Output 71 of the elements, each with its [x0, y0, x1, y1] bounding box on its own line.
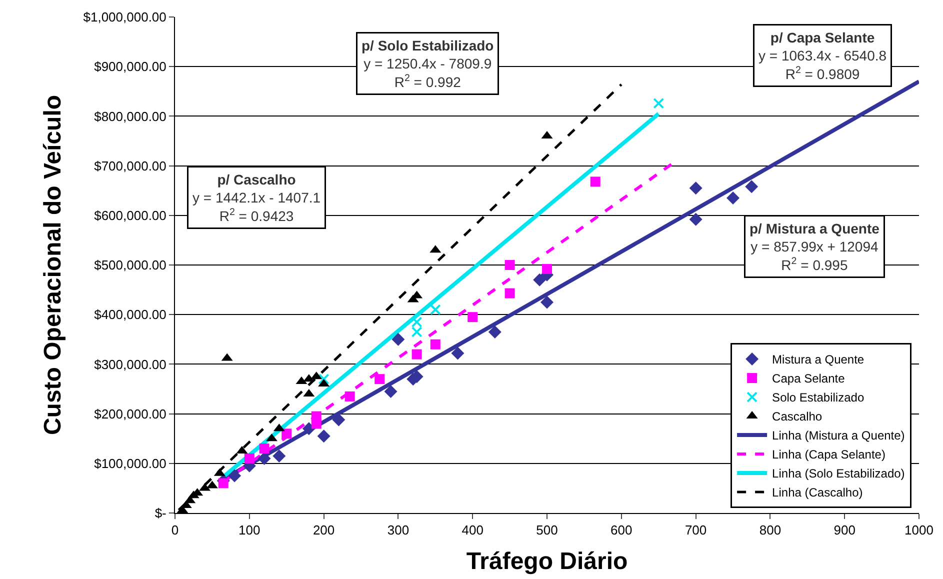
point [392, 332, 405, 346]
point [689, 182, 702, 195]
y-tick-label: $400,000.00 [94, 307, 166, 322]
point [542, 264, 552, 274]
point [411, 326, 422, 338]
point [272, 449, 286, 462]
legend-label: Mistura a Quente [772, 352, 864, 367]
y-axis-title: Custo Operacional do Veículo [39, 94, 66, 436]
legend-label: Linha (Solo Estabilizado) [772, 466, 905, 481]
point [504, 288, 515, 298]
point [745, 180, 758, 194]
x-tick-label: 600 [610, 522, 632, 538]
point [317, 430, 330, 443]
x-tick-label: 200 [312, 522, 335, 538]
point [259, 444, 270, 454]
x-axis-title: Tráfego Diário [466, 548, 628, 575]
x-tick-label: 1000 [904, 522, 934, 538]
annotation: p/ Solo Estabilizado y = 1250.4x - 7809.9 R$^{2}$ = 0.992 [362, 38, 494, 90]
legend-label: Solo Estabilizado [772, 390, 864, 405]
point [430, 304, 441, 316]
point [488, 325, 502, 338]
point [533, 273, 546, 286]
point [540, 296, 554, 309]
point [311, 418, 322, 429]
point [504, 260, 515, 270]
legend-label: Capa Selante [772, 372, 846, 386]
point [302, 422, 316, 436]
y-tick-label: $- [154, 506, 166, 521]
point [228, 469, 242, 482]
y-tick-label: $800,000.00 [94, 108, 166, 124]
point [726, 192, 740, 205]
annotation: p/ Capa Selante y = 1063.4x - 6540.8 R$^{2}$ = 0.9809 [758, 30, 887, 82]
legend-label: Linha (Cascalho) [772, 486, 863, 500]
point [374, 374, 385, 384]
point [384, 384, 398, 398]
y-tick-label: $900,000.00 [94, 59, 166, 74]
point [590, 176, 600, 187]
x-tick-label: 300 [387, 522, 410, 538]
y-tick-label: $700,000.00 [94, 158, 166, 174]
legend-label: Linha (Capa Selante) [772, 448, 886, 462]
point [318, 374, 330, 385]
point [344, 391, 355, 402]
point [258, 452, 271, 465]
point [218, 478, 228, 488]
y-tick-label: $500,000.00 [94, 258, 166, 273]
point [332, 413, 346, 426]
point [244, 453, 254, 464]
x-tick-label: 900 [834, 522, 856, 538]
x-tick-label: 700 [684, 522, 707, 538]
point [412, 349, 422, 360]
y-tick-label: $100,000.00 [94, 456, 166, 471]
point [282, 428, 292, 439]
point [451, 346, 464, 360]
point [411, 316, 422, 328]
point [653, 98, 664, 109]
y-tick-label: $600,000.00 [94, 208, 166, 223]
point [689, 212, 702, 226]
x-tick-label: 800 [759, 522, 782, 538]
point [468, 312, 478, 322]
x-tick-label: 400 [462, 522, 484, 538]
x-tick-label: 0 [171, 522, 179, 538]
y-tick-label: $200,000.00 [94, 406, 166, 422]
annotation: p/ Cascalho y = 1442.1x - 1407.1 R$^{2}$ = 0.9423 [192, 172, 321, 224]
legend-label: Linha (Mistura a Quente) [772, 428, 905, 443]
x-tick-label: 100 [238, 522, 260, 538]
annotation: p/ Mistura a Quente y = 857.99x + 12094 R$^{2}$ = 0.995 [750, 220, 880, 273]
point [430, 339, 440, 350]
y-tick-label: $300,000.00 [94, 356, 166, 372]
y-tick-label: $1,000,000.00 [83, 10, 166, 25]
legend-label: Cascalho [772, 410, 822, 424]
x-tick-label: 500 [536, 522, 558, 538]
